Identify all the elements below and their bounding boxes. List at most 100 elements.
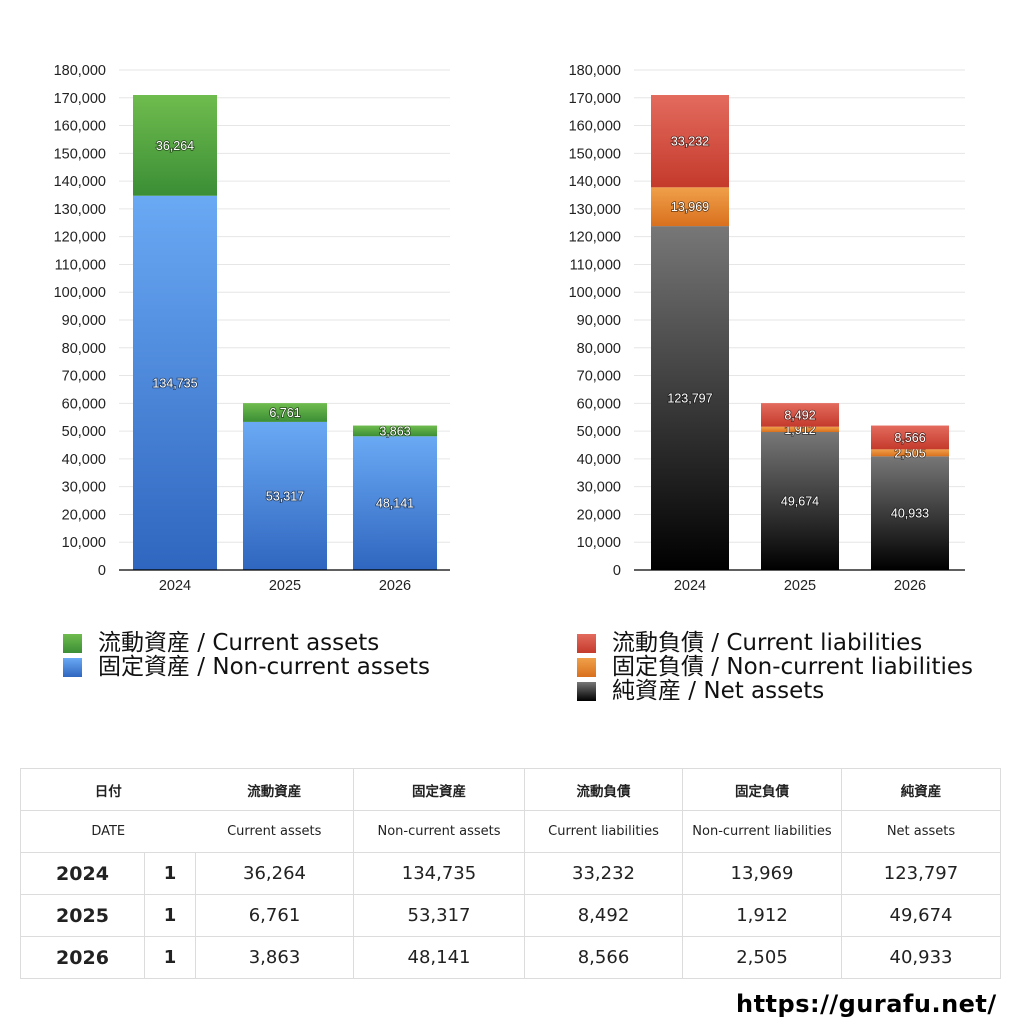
y-tick-label: 0 bbox=[613, 563, 621, 579]
table-row: 2025 1 6,761 53,317 8,492 1,912 49,674 bbox=[20, 894, 1001, 937]
bar-segment bbox=[133, 95, 217, 196]
bar-segment bbox=[761, 403, 839, 427]
y-tick-label: 110,000 bbox=[55, 257, 106, 273]
liabilities-legend: 流動負債 / Current liabilities 固定負債 / Non-cu… bbox=[577, 631, 973, 703]
y-tick-label: 160,000 bbox=[569, 119, 621, 135]
data-label: 36,264 bbox=[156, 139, 194, 153]
y-tick-label: 50,000 bbox=[577, 424, 621, 440]
x-tick-label: 2024 bbox=[674, 578, 706, 594]
y-tick-label: 80,000 bbox=[577, 341, 621, 357]
data-label: 33,232 bbox=[671, 135, 709, 149]
bar-segment bbox=[761, 426, 839, 433]
y-tick-label: 140,000 bbox=[54, 174, 106, 190]
row-count: 1 bbox=[144, 852, 196, 895]
header-cell: Current assets bbox=[195, 810, 354, 853]
liabilities-chart: 0 10,000 20,000 30,000 40,000 50,000 60,000 70,… bbox=[569, 63, 965, 594]
y-tick-label: 150,000 bbox=[54, 146, 106, 162]
data-label: 13,969 bbox=[671, 200, 709, 214]
table-row: 2026 1 3,863 48,141 8,566 2,505 40,933 bbox=[20, 936, 1001, 979]
legend-label: 流動資産 / Current assets bbox=[98, 630, 380, 656]
row-year: 2026 bbox=[20, 936, 145, 979]
y-tick-label: 80,000 bbox=[62, 341, 106, 357]
bar-segment bbox=[353, 436, 437, 570]
table-cell: 8,566 bbox=[524, 936, 683, 979]
legend-label: 固定資産 / Non-current assets bbox=[98, 654, 431, 680]
legend-item-non-current-assets: 固定資産 / Non-current assets bbox=[63, 655, 430, 679]
legend-item-net-assets: 純資産 / Net assets bbox=[577, 679, 973, 703]
data-label: 134,735 bbox=[152, 376, 197, 390]
bar-segment bbox=[133, 195, 217, 570]
bar-segment bbox=[243, 421, 327, 570]
row-count: 1 bbox=[144, 936, 196, 979]
y-tick-label: 120,000 bbox=[569, 230, 621, 246]
bar-segment bbox=[651, 226, 729, 570]
table-cell: 1,912 bbox=[682, 894, 842, 937]
header-cell: Current liabilities bbox=[524, 810, 683, 853]
row-year: 2024 bbox=[20, 852, 145, 895]
table-cell: 123,797 bbox=[841, 852, 1001, 895]
table-cell: 53,317 bbox=[353, 894, 525, 937]
legend-label: 純資産 / Net assets bbox=[612, 678, 825, 704]
data-label: 40,933 bbox=[891, 507, 929, 521]
net-assets-swatch bbox=[577, 681, 596, 701]
y-tick-label: 70,000 bbox=[62, 369, 106, 385]
table-cell: 2,505 bbox=[682, 936, 842, 979]
x-tick-label: 2025 bbox=[784, 578, 816, 594]
y-tick-label: 110,000 bbox=[570, 257, 621, 273]
non-current-liabilities-swatch bbox=[577, 657, 596, 677]
table-cell: 3,863 bbox=[195, 936, 354, 979]
table-cell: 8,492 bbox=[524, 894, 683, 937]
y-tick-label: 130,000 bbox=[569, 202, 621, 218]
table-row: 2024 1 36,264 134,735 33,232 13,969 123,… bbox=[20, 852, 1001, 895]
bar-segment bbox=[761, 432, 839, 570]
y-tick-label: 90,000 bbox=[577, 313, 621, 329]
data-label: 123,797 bbox=[667, 392, 712, 406]
y-tick-label: 0 bbox=[98, 563, 106, 579]
data-label: 53,317 bbox=[266, 489, 304, 503]
table-cell: 33,232 bbox=[524, 852, 683, 895]
bar-segment bbox=[871, 449, 949, 457]
data-label: 8,492 bbox=[784, 408, 815, 422]
y-tick-label: 60,000 bbox=[62, 396, 106, 412]
table-cell: 49,674 bbox=[841, 894, 1001, 937]
header-cell: 固定資産 bbox=[353, 768, 525, 811]
non-current-assets-swatch bbox=[63, 657, 82, 677]
y-tick-label: 120,000 bbox=[54, 230, 106, 246]
data-label: 48,141 bbox=[376, 497, 414, 511]
header-date-en: DATE bbox=[20, 810, 196, 853]
y-tick-label: 30,000 bbox=[577, 480, 621, 496]
x-tick-label: 2026 bbox=[379, 578, 411, 594]
legend-item-non-current-liabilities: 固定負債 / Non-current liabilities bbox=[577, 655, 973, 679]
y-tick-label: 10,000 bbox=[577, 535, 621, 551]
data-label: 8,566 bbox=[894, 431, 925, 445]
header-cell: 固定負債 bbox=[682, 768, 842, 811]
bar-segment bbox=[871, 456, 949, 570]
y-tick-label: 70,000 bbox=[577, 369, 621, 385]
y-tick-label: 140,000 bbox=[569, 174, 621, 190]
table-header-row-jp: 日付 流動資産 固定資産 流動負債 固定負債 純資産 bbox=[20, 768, 1001, 811]
y-tick-label: 180,000 bbox=[569, 63, 621, 79]
y-tick-label: 160,000 bbox=[54, 119, 106, 135]
x-tick-label: 2024 bbox=[159, 578, 191, 594]
y-tick-label: 100,000 bbox=[54, 285, 106, 301]
bar-segment bbox=[243, 403, 327, 422]
y-tick-label: 90,000 bbox=[62, 313, 106, 329]
x-tick-label: 2025 bbox=[269, 578, 301, 594]
balance-sheet-table: 日付 流動資産 固定資産 流動負債 固定負債 純資産 DATE Current … bbox=[20, 768, 1001, 979]
header-cell: Net assets bbox=[841, 810, 1001, 853]
y-tick-label: 170,000 bbox=[54, 91, 106, 107]
y-tick-label: 20,000 bbox=[62, 507, 106, 523]
y-tick-label: 40,000 bbox=[62, 452, 106, 468]
y-tick-label: 20,000 bbox=[577, 507, 621, 523]
data-label: 3,863 bbox=[379, 424, 410, 438]
bar-segment bbox=[353, 425, 437, 437]
table-cell: 134,735 bbox=[353, 852, 525, 895]
y-tick-label: 100,000 bbox=[569, 285, 621, 301]
header-cell: 流動負債 bbox=[524, 768, 683, 811]
site-url[interactable]: https://gurafu.net/ bbox=[736, 990, 997, 1018]
y-tick-label: 30,000 bbox=[62, 480, 106, 496]
row-year: 2025 bbox=[20, 894, 145, 937]
header-cell: Non-current assets bbox=[353, 810, 525, 853]
current-assets-swatch bbox=[63, 633, 82, 653]
y-tick-label: 180,000 bbox=[54, 63, 106, 79]
